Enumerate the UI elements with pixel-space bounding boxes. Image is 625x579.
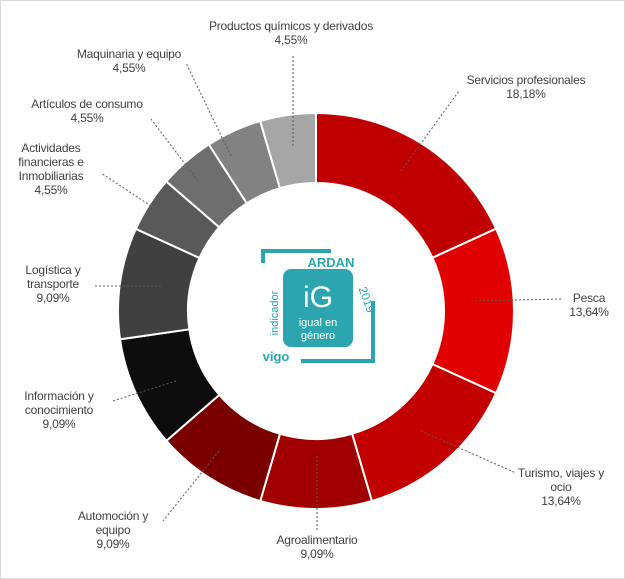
category-label: Actividades financieras e Inmobiliarias [18,141,84,183]
logo: indicador ARDAN 2019 iG igual en género … [261,249,378,364]
value-label: 4,55% [70,111,104,125]
donut-segment [258,111,317,190]
value-label: 4,55% [34,183,68,197]
leader-line [185,62,232,157]
segment-label: Agroalimentario 9,09% [257,533,377,561]
logo-frame [301,301,375,363]
logo-text: indicador [269,290,281,335]
donut-segment [315,111,498,260]
leader-line [150,118,199,182]
segment-label: Maquinaria y equipo 4,55% [59,47,199,75]
logo-text: igual en [299,317,338,329]
value-label: 4,55% [112,61,146,75]
value-label: 9,09% [42,417,76,431]
category-label: Productos químicos y derivados [208,19,374,33]
category-label: Artículos de consumo [31,97,143,111]
category-label: Turismo, viajes y ocio [517,466,605,494]
value-label: 13,64% [569,305,609,319]
segment-label: Automoción y equipo 9,09% [68,509,158,551]
logo-text: 2019 [356,285,378,315]
category-label: Información y conocimiento [24,389,94,417]
value-label: 9,09% [96,537,130,551]
category-label: Servicios profesionales [466,73,586,87]
segment-label: Productos químicos y derivados 4,55% [166,19,416,47]
segment-label: Logística y transporte 9,09% [8,263,98,305]
leader-line [400,90,460,172]
category-label: Pesca [572,291,606,305]
value-label: 9,09% [300,547,334,561]
logo-text: iG [303,281,333,314]
leader-line [470,298,562,302]
segment-label: Servicios profesionales 18,18% [441,73,611,101]
segment-label: Actividades financieras e Inmobiliarias 4… [3,141,99,197]
logo-text: género [301,330,335,342]
donut-segment [431,227,515,395]
category-label: Maquinaria y equipo [76,47,182,61]
leader-line [100,172,152,207]
logo-text: ARDAN [308,255,355,270]
leader-line [112,380,177,402]
value-label: 9,09% [36,291,70,305]
segment-label: Artículos de consumo 4,55% [7,97,167,125]
leader-line [162,450,220,522]
category-label: Logística y transporte [25,263,81,291]
leader-line [420,430,517,474]
category-label: Automoción y equipo [77,509,149,537]
category-label: Agroalimentario [276,533,358,547]
value-label: 18,18% [506,87,546,101]
segment-label: Turismo, viajes y ocio 13,64% [506,466,616,508]
value-label: 13,64% [541,494,581,508]
segment-label: Pesca 13,64% [554,291,624,319]
logo-text: vigo [263,349,290,364]
logo-frame [261,249,331,263]
value-label: 4,55% [274,33,308,47]
segment-label: Información y conocimiento 9,09% [3,389,115,431]
logo-box [283,269,353,347]
donut-segment [350,362,498,503]
